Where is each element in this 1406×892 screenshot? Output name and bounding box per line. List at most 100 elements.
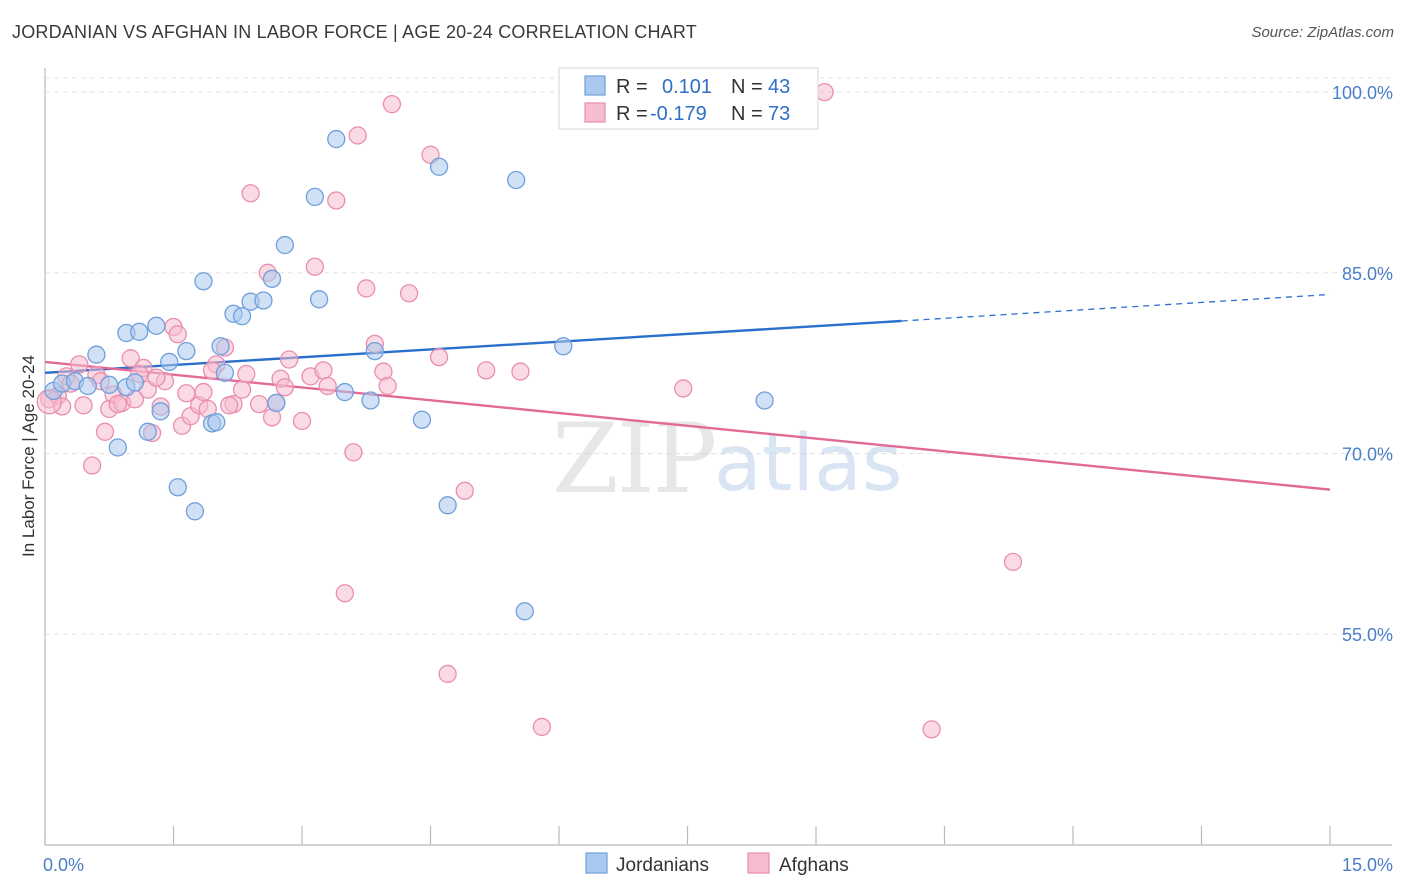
legend-r-value-jordanians: 0.101: [662, 76, 712, 98]
jordanians-point: [429, 157, 449, 176]
jordanians-point: [438, 496, 457, 515]
afghans-point: [177, 384, 196, 403]
jordanians-point: [327, 129, 346, 149]
afghans-point: [532, 717, 552, 737]
afghans-point: [74, 396, 93, 415]
jordanians-point: [335, 382, 354, 402]
axes: [44, 68, 1392, 846]
afghans-point: [922, 720, 941, 739]
afghans-point: [168, 325, 187, 344]
jordanians-point: [138, 422, 157, 441]
legend-r-label-jordanians: R =: [616, 76, 648, 98]
afghans-point: [279, 350, 299, 369]
jordanians-point: [755, 391, 774, 410]
afghans-point: [344, 443, 363, 462]
afghans-point: [147, 368, 166, 387]
afghans-point: [250, 394, 269, 414]
afghans-point: [121, 349, 140, 368]
jordanians-point: [232, 307, 252, 326]
jordanians-point: [194, 272, 213, 291]
watermark-atlas: atlas: [714, 419, 903, 509]
legend-swatch-jordanians: [584, 75, 606, 96]
series-legend-swatch-afghans[interactable]: [747, 852, 770, 874]
jordanians-point: [108, 438, 127, 457]
jordanians-point: [254, 291, 273, 310]
watermark: ZIP atlas: [552, 403, 903, 515]
afghans-point: [241, 184, 260, 203]
afghans-point: [348, 126, 367, 145]
afghans-point: [95, 422, 115, 441]
jordanians-point: [168, 478, 187, 497]
jordanians-point: [507, 170, 526, 190]
jordanians-point: [160, 352, 179, 372]
legend-n-label-jordanians: N =: [731, 76, 763, 98]
afghans-point: [429, 347, 449, 367]
legend-r-label-afghans: R =: [616, 103, 648, 125]
afghans-point: [511, 362, 530, 381]
afghans-point: [335, 584, 354, 603]
afghans-point: [194, 382, 213, 402]
y-tick-labels: 100.0% 85.0% 70.0% 55.0%: [1332, 83, 1393, 645]
afghans-point: [318, 376, 337, 396]
jordanians-point: [515, 602, 534, 621]
y-axis-label: In Labor Force | Age 20-24: [19, 355, 38, 557]
afghans-point: [399, 284, 419, 303]
jordanians-point: [151, 402, 170, 421]
chart-title: JORDANIAN VS AFGHAN IN LABOR FORCE | AGE…: [12, 22, 697, 42]
afghans-point: [455, 481, 474, 500]
y-tick-label: 85.0%: [1342, 264, 1393, 284]
jordanians-point: [100, 375, 119, 394]
jordanians-point: [554, 337, 573, 356]
gridlines: [45, 77, 1392, 635]
afghans-point: [438, 664, 457, 684]
jordanians-point: [130, 322, 149, 341]
chart-source: Source: ZipAtlas.com: [1251, 24, 1394, 41]
jordanians-point: [305, 187, 325, 207]
afghans-point: [357, 279, 376, 298]
stats-legend: R = 0.101 N = 43 R = -0.179 N = 73: [558, 67, 819, 130]
afghans-point: [275, 378, 295, 397]
jordanians-trend-extension: [901, 293, 1331, 322]
jordanians-point: [185, 502, 205, 521]
afghans-point: [327, 191, 346, 210]
x-tick-label-max: 15.0%: [1342, 855, 1393, 875]
jordanians-point: [262, 269, 282, 288]
series-legend-swatch-jordanians[interactable]: [585, 852, 608, 874]
afghans-point: [477, 361, 496, 380]
legend-swatch-afghans: [584, 102, 606, 123]
jordanians-point: [215, 363, 235, 382]
jordanians-point: [275, 235, 295, 255]
jordanians-point: [177, 341, 196, 361]
x-ticks: [44, 826, 1331, 845]
afghans-point: [220, 396, 239, 415]
legend-n-label-afghans: N =: [731, 103, 763, 125]
afghans-point: [232, 380, 252, 399]
jordanians-point: [211, 337, 230, 356]
jordanians-point: [87, 345, 106, 364]
trend-lines: [44, 293, 1331, 491]
x-tick-label-min: 0.0%: [43, 855, 84, 875]
afghans-point: [292, 411, 312, 431]
afghans-point: [815, 82, 834, 102]
legend-n-value-jordanians: 43: [768, 76, 790, 98]
y-tick-label: 55.0%: [1342, 625, 1393, 645]
jordanians-point: [267, 393, 286, 413]
y-tick-label: 70.0%: [1342, 444, 1393, 464]
jordanians-point: [207, 413, 226, 432]
jordanians-point: [309, 290, 329, 309]
y-tick-label: 100.0%: [1332, 83, 1393, 103]
afghans-point: [674, 379, 693, 398]
afghans-point: [382, 94, 402, 114]
series-legend: Jordanians Afghans: [585, 852, 849, 876]
series-legend-label-afghans[interactable]: Afghans: [779, 855, 849, 876]
jordanians-point: [361, 391, 380, 410]
jordanians-point: [125, 373, 145, 392]
series-legend-label-jordanians[interactable]: Jordanians: [616, 855, 709, 876]
jordanians-point: [147, 316, 166, 335]
afghans-point: [108, 394, 127, 414]
legend-n-value-afghans: 73: [768, 103, 790, 125]
afghans-point: [1003, 552, 1023, 572]
afghans-point: [305, 257, 325, 276]
jordanians-point: [365, 341, 384, 361]
